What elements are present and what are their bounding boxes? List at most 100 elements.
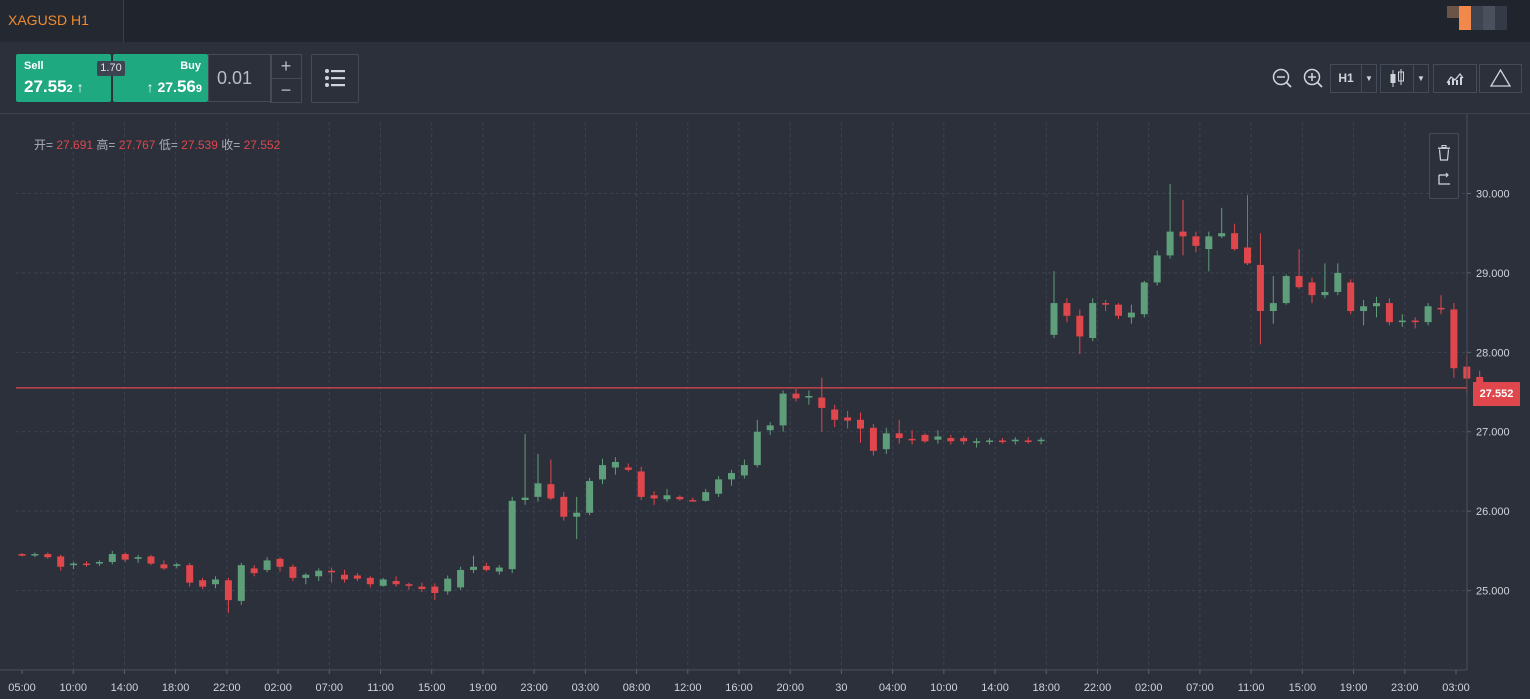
lot-increase-button[interactable]: + xyxy=(270,54,302,79)
candle-body xyxy=(728,473,735,480)
candle xyxy=(237,562,245,605)
time-tick-label: 18:00 xyxy=(1033,682,1061,694)
candle xyxy=(353,573,361,582)
candle-body xyxy=(134,557,142,559)
zoom-out-button[interactable] xyxy=(1271,67,1293,89)
time-tick-label: 14:00 xyxy=(111,682,139,694)
time-tick-label: 22:00 xyxy=(213,682,241,694)
timeframe-selector[interactable]: H1 xyxy=(1330,64,1362,93)
candle xyxy=(1024,437,1032,444)
candle-body xyxy=(1050,303,1058,335)
candle-body xyxy=(1295,276,1303,288)
candle-body xyxy=(1166,231,1174,256)
candle-body xyxy=(457,569,465,588)
chart-type-button[interactable] xyxy=(1380,64,1414,93)
candle-body xyxy=(844,417,852,421)
zoom-in-button[interactable] xyxy=(1302,67,1324,89)
candle xyxy=(1282,274,1290,305)
candle xyxy=(147,554,155,566)
candle xyxy=(341,569,348,583)
time-tick-label: 11:00 xyxy=(367,682,394,694)
candle-body xyxy=(250,568,258,574)
candle xyxy=(1037,437,1045,445)
candle xyxy=(805,390,813,405)
buy-price: ↑ 27.569 xyxy=(147,77,202,97)
undo-button[interactable] xyxy=(1435,171,1453,189)
candle-body xyxy=(44,554,52,558)
sell-button[interactable]: Sell 27.552 ↑ xyxy=(16,54,111,102)
candle xyxy=(1179,199,1187,256)
candle-body xyxy=(83,563,90,566)
candle xyxy=(908,430,916,445)
price-chart[interactable]: 25.000 26.000 27.000 28.000 29.000 30.000 05:… xyxy=(0,114,1530,699)
buy-price-last: 9 xyxy=(195,83,202,95)
lot-size-input[interactable]: 0.01 xyxy=(208,54,272,102)
candle-body xyxy=(289,566,297,578)
candle xyxy=(366,576,374,588)
chart-type-dropdown-button[interactable]: ▼ xyxy=(1413,64,1429,93)
candle xyxy=(495,565,503,575)
candle xyxy=(289,564,297,582)
candle xyxy=(573,496,581,539)
close-label: 收= xyxy=(221,138,241,152)
buy-button[interactable]: Buy ↑ 27.569 xyxy=(113,54,208,102)
candle xyxy=(1153,250,1161,286)
candle-body xyxy=(1063,303,1071,316)
candle xyxy=(315,568,323,582)
time-tick-label: 10:00 xyxy=(59,682,87,694)
candle-body xyxy=(470,566,477,570)
candle xyxy=(1140,280,1148,318)
zoom-in-icon xyxy=(1303,68,1323,88)
order-list-button[interactable] xyxy=(311,54,359,103)
candle xyxy=(1450,303,1458,378)
candle-body xyxy=(147,556,155,564)
candle-body xyxy=(237,565,245,601)
low-value: 27.539 xyxy=(181,138,218,152)
drawing-tools-button[interactable] xyxy=(1479,64,1522,93)
chevron-down-icon: ▼ xyxy=(1417,74,1425,83)
candle-body xyxy=(160,564,168,569)
candle-body xyxy=(379,579,387,586)
candle xyxy=(1166,183,1174,259)
candle xyxy=(1437,295,1445,315)
price-tick-label: 28.000 xyxy=(1476,347,1510,359)
candle-body xyxy=(792,393,800,399)
price-tick-label: 26.000 xyxy=(1476,506,1510,518)
candle xyxy=(1295,249,1303,289)
candle-body xyxy=(831,409,839,420)
candle-body xyxy=(1102,303,1110,305)
candle-body xyxy=(392,581,400,585)
time-tick-label: 18:00 xyxy=(162,682,190,694)
candle-body xyxy=(302,574,310,578)
candle xyxy=(1231,223,1239,251)
candle xyxy=(1398,314,1406,327)
candle-body xyxy=(1153,255,1161,283)
timeframe-dropdown-button[interactable]: ▼ xyxy=(1361,64,1377,93)
user-avatar[interactable] xyxy=(1447,6,1507,30)
candle-body xyxy=(1334,272,1342,292)
candle xyxy=(831,404,839,427)
candle xyxy=(173,562,181,569)
open-value: 27.691 xyxy=(56,138,94,152)
buy-price-main: 56 xyxy=(176,77,196,96)
time-tick-label: 08:00 xyxy=(623,682,651,694)
lot-decrease-button[interactable]: − xyxy=(270,78,302,103)
indicators-button[interactable] xyxy=(1433,64,1477,93)
candle-body xyxy=(276,558,284,567)
candle xyxy=(1424,303,1432,326)
candle-body xyxy=(1437,307,1445,310)
candle-body xyxy=(1321,291,1329,296)
candle-body xyxy=(650,495,658,499)
time-tick-label: 19:00 xyxy=(469,682,497,694)
candle-body xyxy=(547,484,555,499)
candle-body xyxy=(1450,309,1458,369)
candle xyxy=(70,561,78,570)
candle-body xyxy=(263,560,271,570)
delete-drawings-button[interactable] xyxy=(1435,144,1453,162)
candle-body xyxy=(753,431,761,466)
candle-body xyxy=(986,440,993,442)
candle-body xyxy=(702,492,710,501)
candle-body xyxy=(676,496,684,500)
chart-tab[interactable]: XAGUSD H1 xyxy=(0,0,124,42)
candle xyxy=(818,377,826,432)
